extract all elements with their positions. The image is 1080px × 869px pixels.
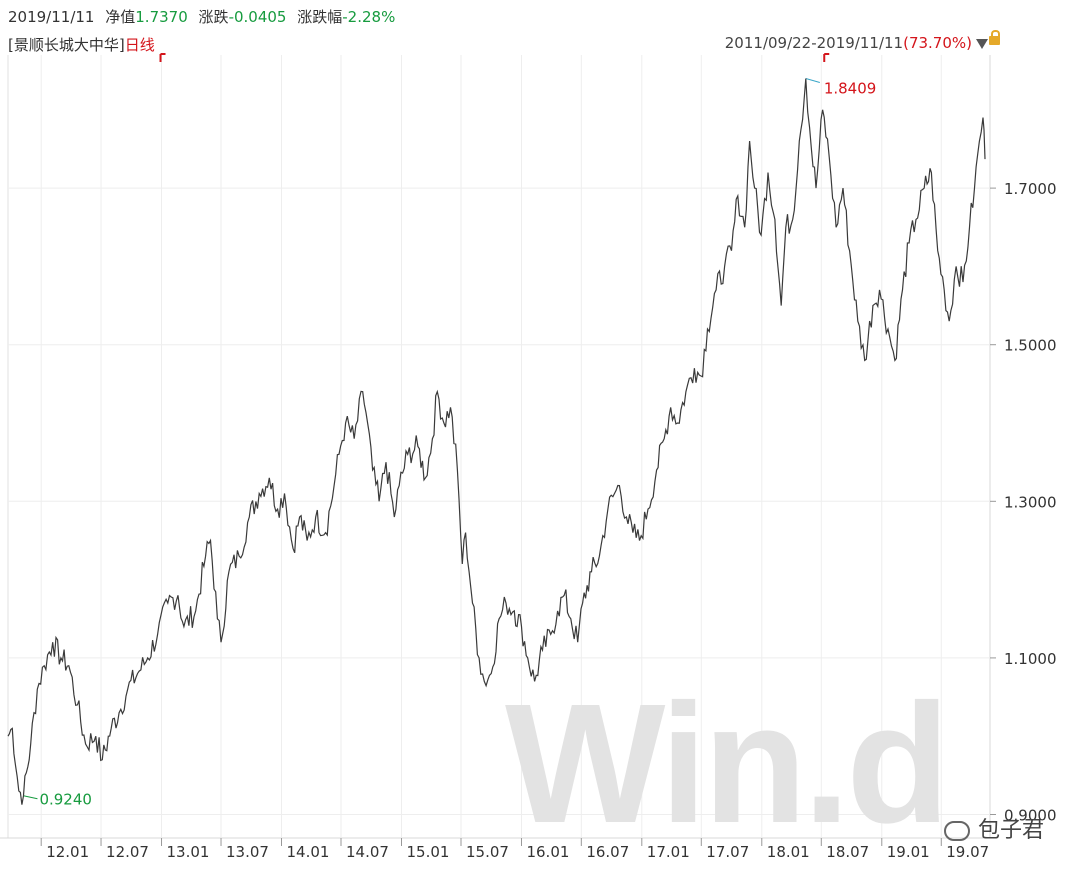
x-tick-label: 12.01 <box>46 843 89 861</box>
x-tick-label: 13.07 <box>226 843 269 861</box>
x-tick-label: 16.07 <box>586 843 629 861</box>
x-tick-label: 13.01 <box>167 843 210 861</box>
range-end-flag <box>823 53 830 62</box>
nav-series-line <box>7 78 986 805</box>
x-tick-label: 15.07 <box>466 843 509 861</box>
y-tick-label: 1.5000 <box>1004 337 1057 355</box>
nav-value: 1.7370 <box>135 8 188 26</box>
x-tick-label: 16.01 <box>526 843 569 861</box>
x-tick-label: 12.07 <box>106 843 149 861</box>
x-tick-label: 18.01 <box>767 843 810 861</box>
x-tick-label: 14.07 <box>346 843 389 861</box>
x-tick-label: 17.01 <box>647 843 690 861</box>
pct-value: -2.28% <box>342 8 396 26</box>
grid-lines <box>0 55 996 846</box>
date-range: 2011/09/22-2019/11/11 <box>724 34 904 52</box>
quote-header: 2019/11/11 净值1.7370 涨跌-0.0405 涨跌幅-2.28% <box>8 6 401 27</box>
date-range-selector[interactable]: 2011/09/22-2019/11/11(73.70%) <box>725 34 988 52</box>
range-start-flag <box>159 53 166 62</box>
period-selector[interactable]: 日线 <box>124 36 155 54</box>
fund-name: [景顺长城大中华] <box>8 36 125 54</box>
max-label: 1.8409 <box>824 79 877 97</box>
range-pct: (73.70%) <box>903 34 972 52</box>
min-label: 0.9240 <box>39 791 92 809</box>
x-tick-label: 19.01 <box>887 843 930 861</box>
x-tick-label: 15.01 <box>406 843 449 861</box>
y-tick-label: 0.9000 <box>1004 807 1057 825</box>
dropdown-triangle-icon[interactable] <box>976 38 988 49</box>
y-tick-label: 1.1000 <box>1004 650 1057 668</box>
y-tick-label: 1.3000 <box>1004 493 1057 511</box>
min-marker-line <box>23 795 38 800</box>
fund-info: [景顺长城大中华]日线 <box>8 34 155 55</box>
markers: 0.9240 1.8409 <box>23 53 877 809</box>
x-axis-labels: 12.01 12.07 13.01 13.07 14.01 14.07 15.01 15.07… <box>46 843 989 861</box>
change-value: -0.0405 <box>228 8 287 26</box>
x-tick-label: 17.07 <box>706 843 749 861</box>
nav-label: 净值 <box>105 8 136 26</box>
y-axis-labels: 1.7000 1.5000 1.3000 1.1000 0.9000 <box>1004 180 1057 824</box>
x-tick-label: 14.01 <box>287 843 330 861</box>
lock-icon[interactable] <box>989 30 1000 45</box>
max-marker-line <box>805 78 820 83</box>
wind-watermark: Win.d <box>505 669 946 859</box>
x-tick-label: 19.07 <box>946 843 989 861</box>
change-label: 涨跌 <box>198 8 229 26</box>
wechat-tag: 包子君 <box>943 812 1044 844</box>
x-tick-label: 18.07 <box>826 843 869 861</box>
quote-date: 2019/11/11 <box>8 8 95 26</box>
wechat-label: 包子君 <box>977 818 1044 843</box>
pct-label: 涨跌幅 <box>297 8 343 26</box>
wechat-icon <box>943 821 970 841</box>
y-tick-label: 1.7000 <box>1004 180 1057 198</box>
